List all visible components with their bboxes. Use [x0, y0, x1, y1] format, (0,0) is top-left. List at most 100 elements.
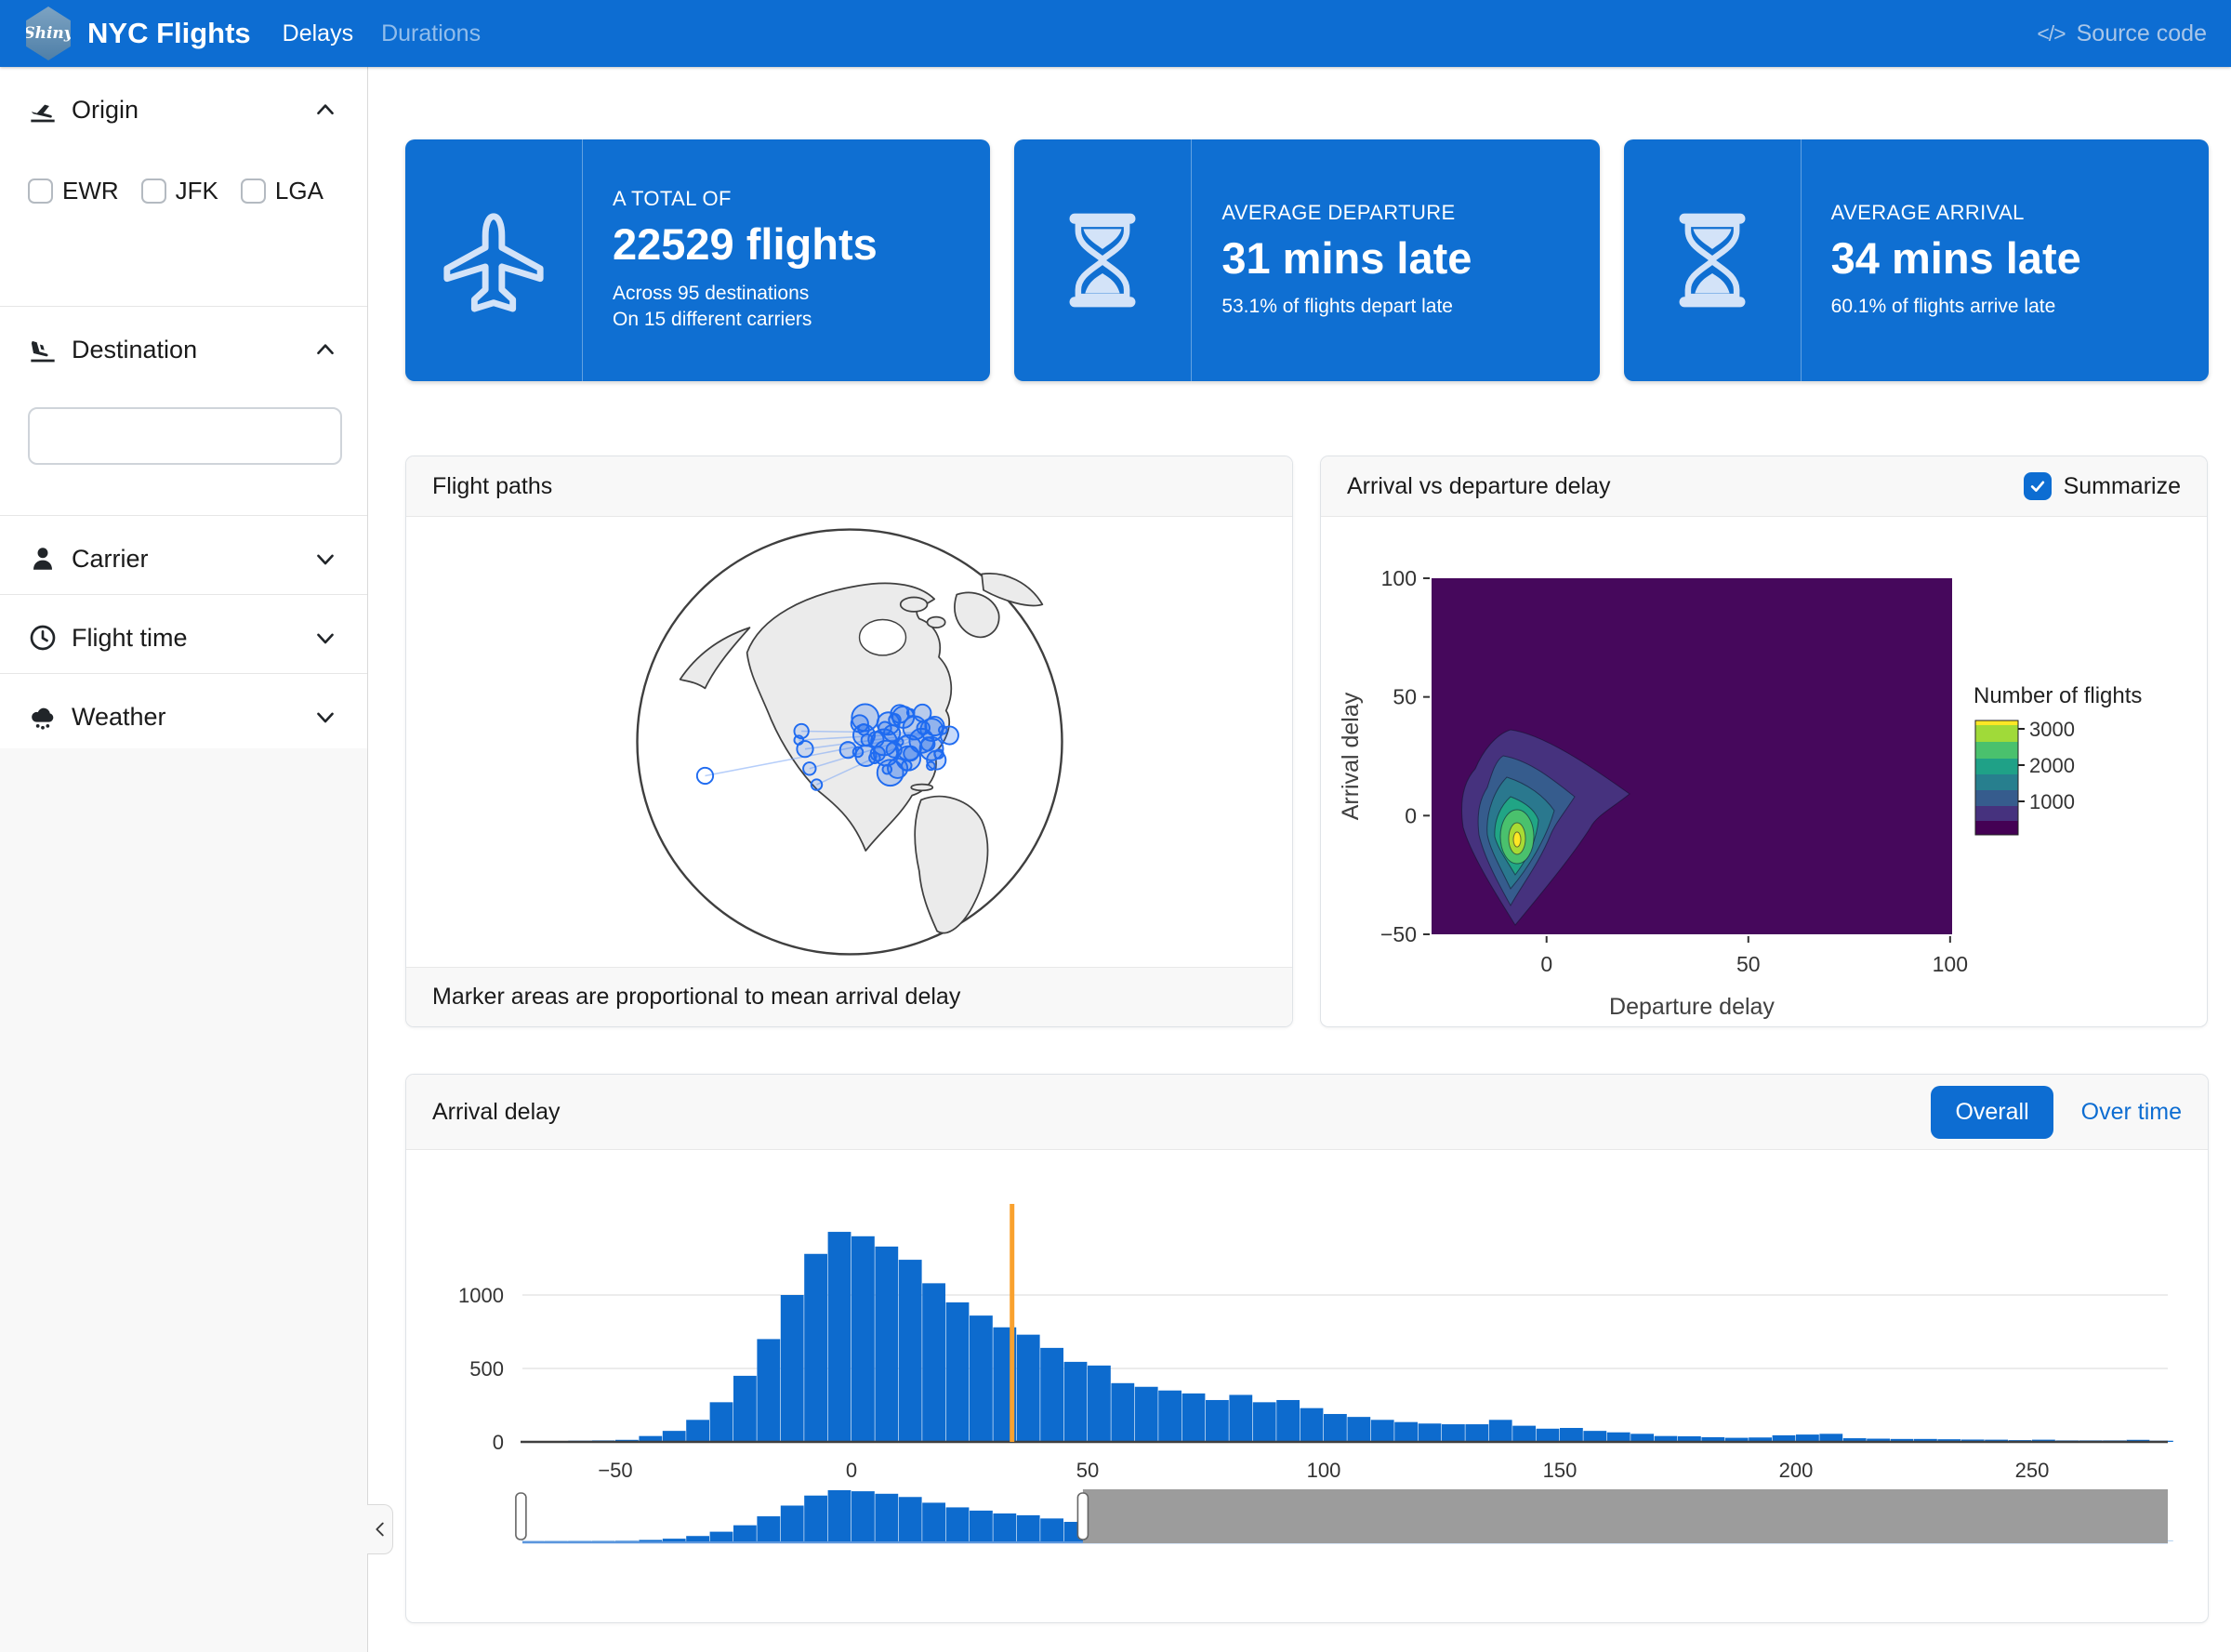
- svg-text:50: 50: [1076, 1459, 1099, 1482]
- arrival-delay-card: Arrival delay Overall Over time 0 500 1000…: [405, 1074, 2209, 1623]
- chevron-up-icon[interactable]: [311, 336, 339, 363]
- value-box-subtitle: 53.1% of flights depart late: [1221, 296, 1453, 318]
- svg-text:0: 0: [1405, 803, 1417, 827]
- section-origin: Origin EWR JFK LGA: [0, 67, 367, 307]
- value-box-avg-arrival: AVERAGE ARRIVAL 34 mins late 60.1% of fl…: [1623, 139, 2209, 381]
- origin-checkbox-group: EWR JFK LGA: [28, 177, 339, 205]
- value-box-avg-departure: AVERAGE DEPARTURE 31 mins late 53.1% of …: [1014, 139, 1600, 381]
- svg-text:1000: 1000: [458, 1284, 504, 1307]
- tab-over-time[interactable]: Over time: [2080, 1098, 2182, 1125]
- checkbox-jfk[interactable]: [140, 178, 166, 204]
- checkbox-lga-label[interactable]: LGA: [274, 177, 323, 205]
- tab-durations[interactable]: Durations: [381, 20, 482, 46]
- brush-handle[interactable]: [515, 1492, 527, 1540]
- app-title: NYC Flights: [87, 17, 251, 49]
- svg-text:Departure delay: Departure delay: [1609, 994, 1775, 1020]
- svg-text:3000: 3000: [2029, 718, 2075, 741]
- svg-text:Number of flights: Number of flights: [1974, 683, 2142, 708]
- main-content: A TOTAL OF 22529 flights Across 95 desti…: [368, 67, 2231, 1652]
- tab-delays[interactable]: Delays: [282, 20, 354, 46]
- arrival-delay-header: Arrival delay Overall Over time: [406, 1075, 2208, 1150]
- chevron-down-icon[interactable]: [311, 624, 339, 652]
- chevron-down-icon[interactable]: [311, 545, 339, 573]
- code-icon: </>: [2037, 20, 2066, 46]
- globe-plot[interactable]: [406, 517, 1292, 966]
- checkbox-jfk-label[interactable]: JFK: [175, 177, 218, 205]
- land-shapes: [679, 572, 1043, 933]
- svg-text:100: 100: [1307, 1459, 1341, 1482]
- chevron-up-icon[interactable]: [311, 96, 339, 124]
- brush-handle[interactable]: [1076, 1492, 1089, 1540]
- card-title: Flight paths: [432, 472, 553, 499]
- chevron-left-icon: [375, 1522, 384, 1537]
- flight-paths-footer: Marker areas are proportional to mean ar…: [406, 967, 1292, 1026]
- value-box-row: A TOTAL OF 22529 flights Across 95 desti…: [405, 139, 2209, 381]
- sidebar: Origin EWR JFK LGA Destination: [0, 67, 368, 1652]
- section-weather: Weather: [0, 674, 367, 748]
- svg-text:50: 50: [1736, 952, 1761, 976]
- flight-paths-header: Flight paths: [406, 456, 1292, 517]
- value-box-value: 31 mins late: [1221, 232, 1472, 283]
- clock-icon: [30, 625, 56, 651]
- chevron-down-icon[interactable]: [311, 703, 339, 731]
- value-box-total-flights: A TOTAL OF 22529 flights Across 95 desti…: [405, 139, 991, 381]
- card-title: Arrival vs departure delay: [1347, 472, 1611, 499]
- accordion-header-weather[interactable]: Weather: [28, 702, 339, 732]
- section-label: Carrier: [72, 544, 149, 573]
- hourglass-icon: [1624, 139, 1802, 381]
- sidebar-collapse-toggle[interactable]: [367, 1504, 393, 1554]
- arrival-vs-departure-card: Arrival vs departure delay Summarize: [1320, 456, 2208, 1027]
- svg-text:2000: 2000: [2029, 754, 2075, 777]
- value-box-body: A TOTAL OF 22529 flights Across 95 desti…: [583, 139, 907, 381]
- svg-text:−50: −50: [1380, 922, 1417, 946]
- sidebar-filler: [0, 748, 367, 1652]
- section-carrier: Carrier: [0, 516, 367, 595]
- plane-icon: [405, 139, 583, 381]
- tab-overall[interactable]: Overall: [1931, 1085, 2053, 1139]
- cloud-rain-icon: [32, 707, 54, 730]
- svg-text:200: 200: [1779, 1459, 1814, 1482]
- histogram-plot[interactable]: 0 500 1000 −50 0 50 100 150 200 250: [406, 1150, 2208, 1622]
- check-icon: [2030, 481, 2044, 492]
- checkbox-ewr-label[interactable]: EWR: [62, 177, 119, 205]
- user-icon: [33, 548, 52, 570]
- summarize-control[interactable]: Summarize: [2023, 472, 2181, 500]
- contour-plot[interactable]: 100 50 0 −50 0 50 100 Departure delay Arrival de…: [1321, 517, 2207, 1026]
- card-title: Arrival delay: [432, 1098, 561, 1125]
- value-box-title: AVERAGE ARRIVAL: [1830, 200, 2025, 224]
- value-box-body: AVERAGE DEPARTURE 31 mins late 53.1% of …: [1192, 139, 1501, 381]
- view-switcher: Overall Over time: [1931, 1085, 2182, 1139]
- accordion-header-destination[interactable]: Destination: [28, 335, 339, 364]
- value-box-value: 34 mins late: [1830, 232, 2081, 283]
- shiny-logo-icon: Shiny: [23, 7, 73, 60]
- section-label: Weather: [72, 702, 166, 731]
- summarize-checkbox[interactable]: [2023, 472, 2052, 500]
- accordion-header-origin[interactable]: Origin: [28, 95, 339, 125]
- section-label: Origin: [72, 95, 139, 124]
- shiny-logo-text: Shiny: [23, 24, 73, 43]
- summarize-label: Summarize: [2063, 472, 2181, 499]
- svg-text:−50: −50: [598, 1459, 632, 1482]
- svg-text:250: 250: [2015, 1459, 2050, 1482]
- svg-text:50: 50: [1393, 685, 1417, 709]
- accordion-header-carrier[interactable]: Carrier: [28, 544, 339, 574]
- value-box-subtitle: 60.1% of flights arrive late: [1830, 296, 2056, 318]
- accordion-header-flight-time[interactable]: Flight time: [28, 623, 339, 653]
- plane-departure-icon: [31, 104, 55, 123]
- svg-text:1000: 1000: [2029, 790, 2075, 813]
- value-box-value: 22529 flights: [613, 219, 878, 270]
- hourglass-icon: [1014, 139, 1193, 381]
- destination-input[interactable]: [28, 407, 342, 465]
- section-flight-time: Flight time: [0, 595, 367, 674]
- source-code-link[interactable]: </> Source code: [2037, 20, 2207, 47]
- svg-text:100: 100: [1381, 566, 1417, 590]
- checkbox-lga[interactable]: [240, 178, 266, 204]
- section-label: Destination: [72, 335, 198, 363]
- svg-text:100: 100: [1933, 952, 1968, 976]
- section-destination: Destination: [0, 307, 367, 516]
- plane-arrival-icon: [31, 340, 55, 363]
- value-box-title: A TOTAL OF: [613, 187, 732, 211]
- svg-text:0: 0: [846, 1459, 857, 1482]
- navbar: Shiny NYC Flights Delays Durations </> S…: [0, 0, 2231, 67]
- checkbox-ewr[interactable]: [28, 178, 53, 204]
